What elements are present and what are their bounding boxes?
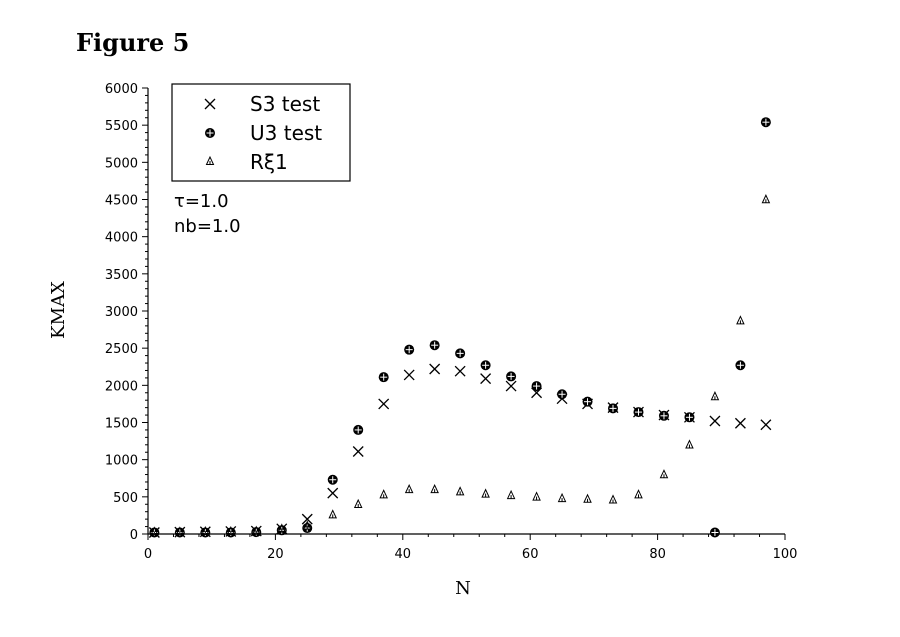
data-point (709, 527, 720, 538)
data-point (378, 372, 389, 383)
data-point (252, 525, 261, 535)
data-point (301, 513, 313, 525)
data-point (226, 525, 236, 536)
data-point (557, 389, 568, 400)
data-point (685, 439, 694, 449)
data-point (430, 483, 439, 494)
y-tick-label: 5500 (105, 119, 138, 134)
data-point (328, 509, 338, 519)
data-point (481, 488, 490, 498)
data-point (150, 526, 159, 536)
data-point (353, 424, 364, 435)
data-point (658, 410, 669, 421)
annotation-text: τ=1.0 (174, 191, 229, 212)
data-point (379, 489, 388, 499)
y-tick-label: 500 (113, 491, 138, 506)
data-point (403, 369, 415, 381)
legend-label: U3 test (250, 121, 322, 145)
y-tick-label: 2500 (105, 342, 138, 357)
legend-label: Rξ1 (250, 150, 288, 174)
x-tick-label: 80 (649, 547, 666, 562)
y-tick-label: 3000 (105, 305, 138, 320)
data-point (352, 446, 364, 457)
data-point (760, 117, 771, 128)
figure-label: Figure 5 (76, 28, 190, 57)
data-point (634, 489, 643, 499)
data-point (404, 344, 415, 355)
data-point (761, 194, 771, 204)
legend-marker (205, 155, 215, 165)
data-point (659, 469, 669, 479)
data-point (455, 486, 465, 496)
data-point (506, 371, 517, 382)
legend: S3 test U3 test Rξ1 (171, 83, 351, 182)
data-point (201, 525, 210, 536)
data-point (454, 365, 466, 377)
data-point (710, 391, 720, 401)
data-point (736, 315, 745, 325)
data-point (760, 419, 772, 431)
y-axis-title: KMAX (48, 281, 69, 339)
data-point (735, 360, 746, 371)
x-tick-label: 20 (267, 547, 284, 562)
data-point (327, 474, 338, 485)
legend-label: S3 test (250, 92, 320, 116)
y-tick-label: 6000 (105, 82, 138, 97)
series-1 (148, 363, 772, 538)
data-point (404, 483, 414, 494)
data-point (532, 491, 541, 501)
data-point (506, 489, 516, 500)
data-marks (148, 117, 772, 538)
y-tick-label: 4500 (105, 194, 138, 209)
y-tick-label: 5000 (105, 156, 138, 171)
legend-marker (205, 128, 215, 138)
data-point (557, 492, 567, 503)
data-point (353, 498, 363, 509)
series-3 (150, 194, 771, 536)
data-point (582, 396, 593, 407)
y-tick-label: 1500 (105, 417, 138, 432)
data-point (302, 520, 312, 530)
data-point (505, 380, 517, 392)
annotations: τ=1.0 nb=1.0 (174, 191, 241, 237)
data-point (327, 487, 339, 499)
legend-marker (204, 98, 216, 110)
x-tick-label: 40 (395, 547, 412, 562)
data-point (684, 412, 695, 423)
data-point (709, 415, 721, 427)
x-tick-label: 100 (773, 547, 798, 562)
data-point (378, 398, 390, 410)
data-point (175, 526, 185, 536)
data-point (583, 493, 592, 503)
data-point (531, 381, 542, 392)
annotation-text: nb=1.0 (174, 216, 241, 237)
data-point (480, 373, 492, 385)
x-tick-label: 0 (144, 547, 152, 562)
data-point (429, 340, 440, 351)
data-point (633, 407, 644, 418)
data-point (480, 360, 491, 371)
data-point (429, 363, 441, 375)
legend-box (171, 83, 351, 182)
y-tick-label: 1000 (105, 454, 138, 469)
axes: 0 20 40 60 80 1000500100015002000250030003500… (105, 82, 798, 562)
y-tick-label: 0 (130, 528, 138, 543)
data-point (734, 417, 746, 429)
data-point (608, 494, 618, 504)
x-axis-title: N (455, 578, 471, 599)
y-tick-label: 4000 (105, 231, 138, 246)
data-point (608, 403, 619, 414)
data-point (455, 348, 466, 359)
x-tick-label: 60 (522, 547, 539, 562)
y-tick-label: 3500 (105, 268, 138, 283)
data-point (277, 523, 287, 533)
y-tick-label: 2000 (105, 379, 138, 394)
